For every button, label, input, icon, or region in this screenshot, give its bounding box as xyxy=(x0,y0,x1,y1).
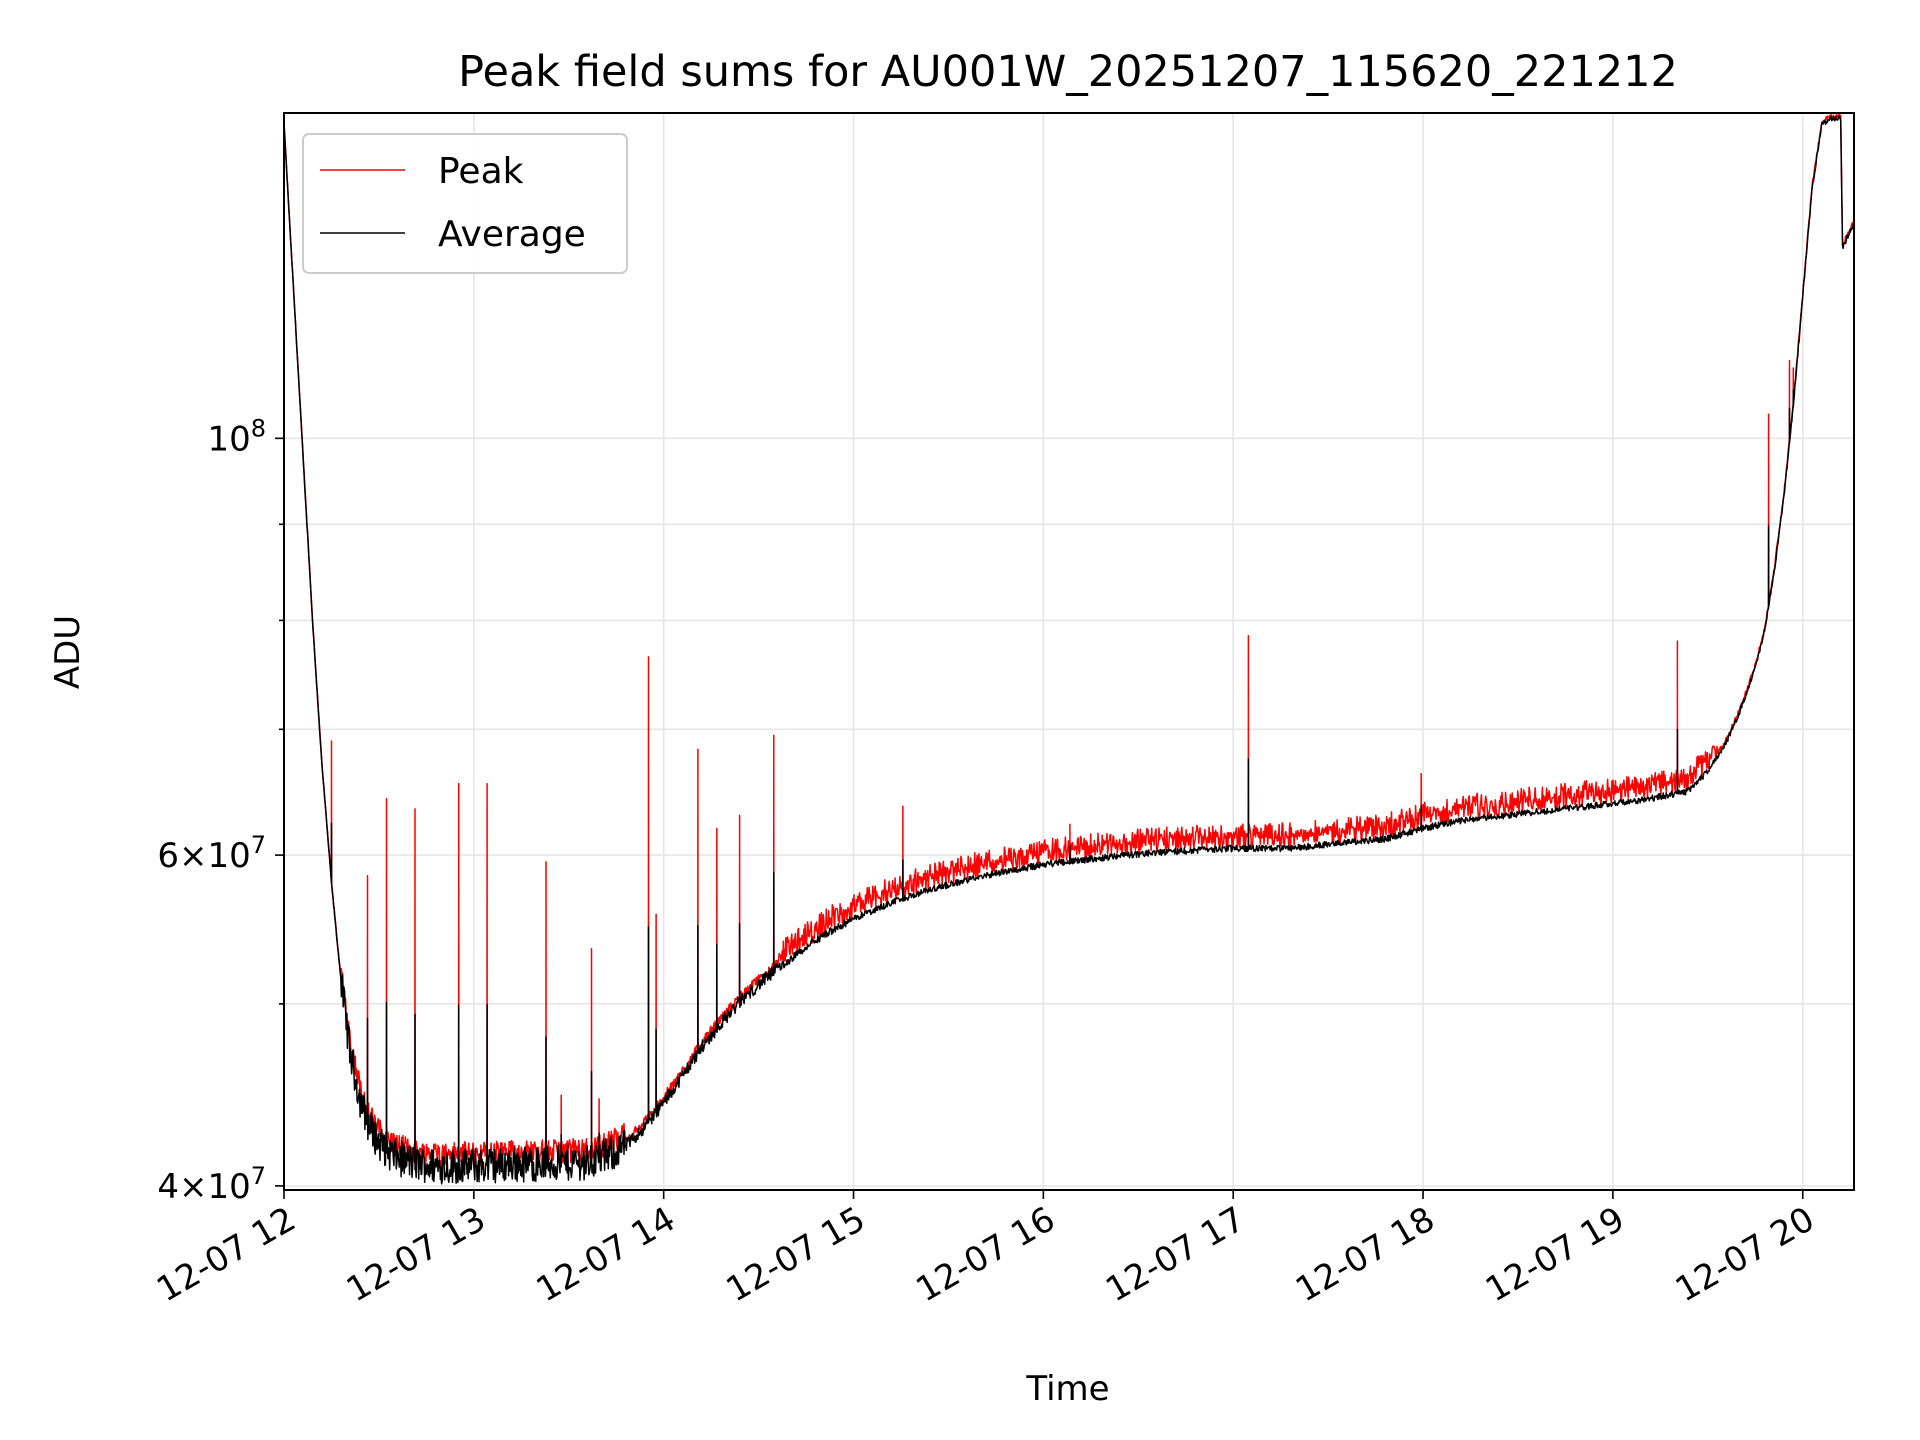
y-axis-ticks: 4×107 6×107 108 xyxy=(157,414,284,1207)
chart-title: Peak field sums for AU001W_20251207_1156… xyxy=(458,47,1678,97)
peak-series-line xyxy=(284,113,1854,1167)
y-axis-label: ADU xyxy=(48,615,88,689)
legend-box xyxy=(302,133,628,274)
average-series-line xyxy=(284,115,1854,1185)
legend: Peak Average xyxy=(302,133,628,274)
y-tick-label: 6×107 xyxy=(157,831,266,876)
plot-series xyxy=(284,113,1854,1185)
legend-peak-label: Peak xyxy=(438,151,524,192)
legend-average-label: Average xyxy=(438,214,586,255)
y-tick-label: 108 xyxy=(207,414,266,459)
plot-frame xyxy=(283,112,1855,1191)
y-tick-label: 4×107 xyxy=(157,1162,266,1207)
x-axis-label: Time xyxy=(1025,1369,1109,1409)
